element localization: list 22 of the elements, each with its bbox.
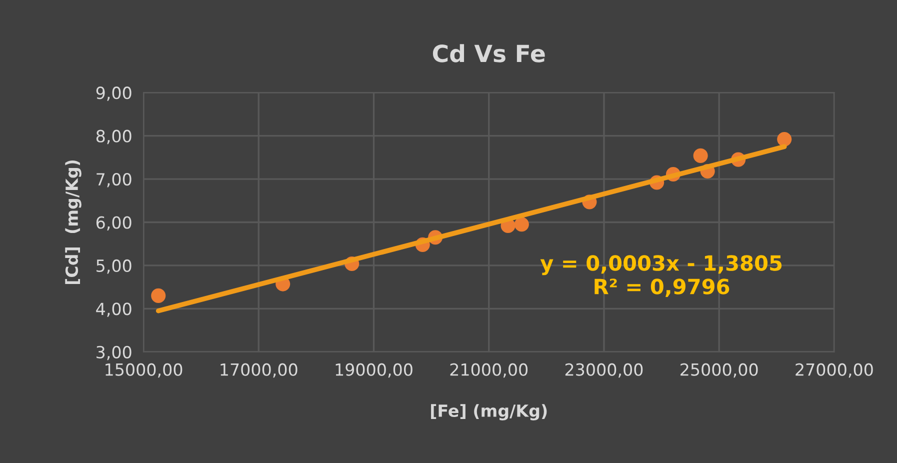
y-tick-label: 6,00 [96,216,132,231]
y-axis-title: [Cd] (mg/Kg) [65,160,82,284]
point [777,132,792,147]
y-tick-label: 4,00 [96,302,132,317]
chart-title: Cd Vs Fe [432,44,545,62]
annotation: y = 0,0003x - 1,3805 R² = 0,9796 [540,255,782,298]
point [514,217,529,232]
x-tick-label: 27000,00 [796,363,873,378]
x-tick-label: 17000,00 [220,363,298,378]
y-tick-label: 7,00 [96,172,132,188]
x-tick-label: 25000,00 [680,363,758,378]
x-tick-label: 15000,00 [106,363,182,378]
y-tick-label: 5,00 [96,259,132,274]
y-tick-label: 3,00 [96,346,132,360]
y-tick-label: 8,00 [96,130,132,144]
x-tick-label: 23000,00 [565,363,643,378]
point [693,148,708,163]
x-axis-title: [Fe] (mg/Kg) [431,404,547,420]
y-tick-label: 9,00 [96,86,132,101]
x-tick-label: 21000,00 [450,363,528,378]
point [151,288,166,303]
x-tick-label: 19000,00 [336,363,412,378]
